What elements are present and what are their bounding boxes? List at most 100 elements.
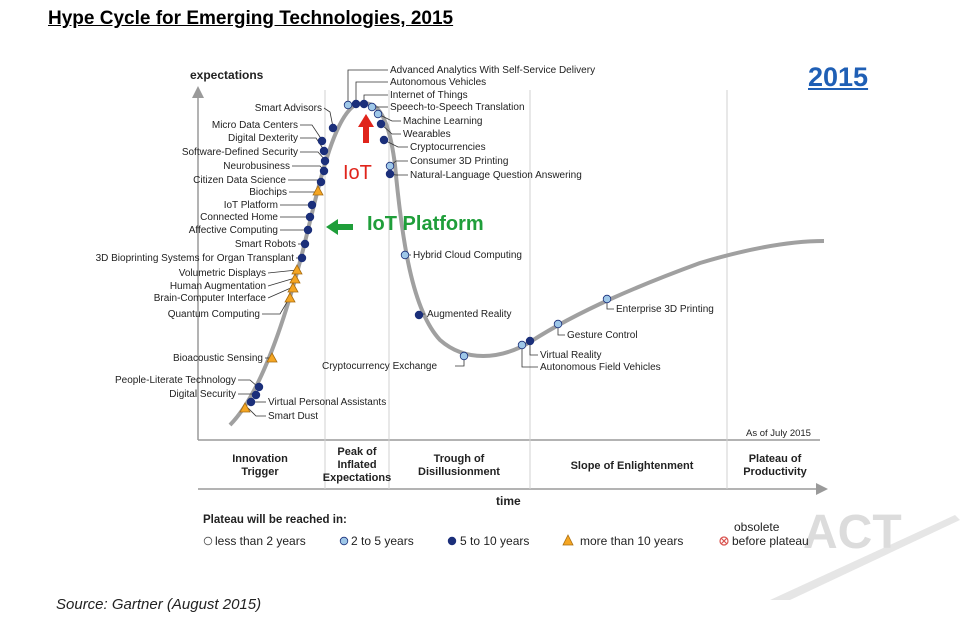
legend-marker-light: [339, 536, 349, 546]
legend-marker-triangle: [562, 534, 574, 546]
marker-point: [307, 200, 317, 210]
marker-point: [373, 109, 383, 119]
tech-label: Autonomous Vehicles: [390, 77, 486, 88]
x-axis-arrow-icon: [816, 483, 828, 495]
marker-point: [239, 402, 251, 413]
tech-label: Hybrid Cloud Computing: [413, 250, 522, 261]
marker-point: [359, 99, 369, 109]
marker-point: [319, 166, 329, 176]
leader-line: [238, 379, 259, 388]
tech-label: Smart Dust: [268, 411, 318, 422]
marker-point: [376, 119, 386, 129]
watermark-swoosh: [770, 515, 960, 600]
tech-label: 3D Bioprinting Systems for Organ Transpl…: [96, 253, 295, 264]
tech-label: Digital Dexterity: [228, 133, 298, 144]
source-note: Source: Gartner (August 2015): [56, 596, 262, 613]
tech-label: Software-Defined Security: [182, 147, 298, 158]
phase-peak: Peak of Inflated Expectations: [323, 446, 391, 484]
iot-annotation: IoT: [343, 114, 374, 184]
iot-arrow-shaft: [363, 125, 369, 143]
tech-labels-left: Smart Advisors Micro Data Centers Digita…: [96, 103, 322, 400]
tech-label: IoT Platform: [224, 200, 278, 211]
marker-point: [312, 185, 324, 196]
leader-line: [300, 151, 326, 161]
leader-line: [377, 113, 401, 122]
as-of-label: As of July 2015: [746, 428, 811, 439]
leader-line: [267, 269, 298, 274]
axes: expectations time As of July 2015: [190, 68, 828, 508]
iot-label: IoT: [343, 162, 372, 184]
marker-point: [291, 264, 303, 275]
tech-label: Smart Advisors: [255, 103, 322, 114]
legend-item-label: more than 10 years: [580, 534, 683, 548]
tech-label: Natural-Language Question Answering: [410, 170, 582, 181]
leader-line: [300, 137, 325, 151]
legend-item-label: 2 to 5 years: [351, 534, 414, 548]
leader-line: [529, 341, 538, 356]
marker-point: [289, 273, 301, 284]
phase-slope: Slope of Enlightenment: [571, 460, 694, 472]
x-axis-label: time: [496, 494, 521, 508]
y-axis-label: expectations: [190, 68, 264, 82]
tech-label: Affective Computing: [189, 225, 278, 236]
marker-point: [305, 212, 315, 222]
marker-point: [414, 310, 424, 320]
leader-line: [267, 277, 296, 287]
tech-label: Biochips: [249, 187, 287, 198]
page-title: Hype Cycle for Emerging Technologies, 20…: [48, 8, 454, 29]
legend-marker-dark: [447, 536, 457, 546]
marker-point: [351, 99, 361, 109]
tech-label: Brain-Computer Interface: [154, 293, 267, 304]
marker-point: [320, 156, 330, 166]
leader-line: [380, 123, 401, 135]
marker-point: [254, 382, 264, 392]
iot-platform-annotation: IoT Platform: [326, 213, 484, 235]
marker-point: [459, 351, 469, 361]
marker-point: [602, 294, 612, 304]
marker-point: [517, 340, 527, 350]
tech-label: Connected Home: [200, 212, 278, 223]
tech-label: Bioacoustic Sensing: [173, 353, 263, 364]
tech-label: Wearables: [403, 129, 451, 140]
marker-point: [300, 239, 310, 249]
tech-label: Volumetric Displays: [179, 268, 266, 279]
marker-point: [303, 225, 313, 235]
markers: [239, 99, 612, 413]
tech-label: Gesture Control: [567, 330, 638, 341]
marker-point: [343, 100, 353, 110]
legend-title: Plateau will be reached in:: [203, 514, 347, 526]
platform-arrow-shaft: [337, 224, 353, 230]
marker-point: [284, 292, 296, 303]
tech-label: Autonomous Field Vehicles: [540, 362, 661, 373]
tech-label: Citizen Data Science: [193, 175, 286, 186]
legend-item-label: 5 to 10 years: [460, 534, 529, 548]
y-axis-arrow-icon: [192, 86, 204, 98]
leader-line: [292, 165, 325, 171]
year-label: 2015: [808, 62, 869, 92]
iot-arrow-icon: [358, 114, 374, 127]
phase-labels: Innovation Trigger Peak of Inflated Expecta…: [232, 446, 807, 484]
marker-point: [525, 336, 535, 346]
marker-point: [266, 352, 278, 363]
phase-plateau: Plateau of Productivity: [743, 453, 807, 478]
leader-line: [355, 81, 388, 104]
phase-innovation-trigger: Innovation Trigger: [232, 453, 288, 478]
tech-label: Digital Security: [169, 389, 236, 400]
watermark-text: ACT: [803, 506, 902, 559]
leader-line: [247, 407, 266, 417]
marker-point: [317, 136, 327, 146]
marker-point: [319, 146, 329, 156]
tech-label: Augmented Reality: [427, 309, 512, 320]
legend-marker-white: [203, 536, 213, 546]
leader-line: [557, 325, 565, 336]
tech-label: Advanced Analytics With Self-Service Del…: [390, 65, 595, 76]
tech-label: Quantum Computing: [168, 309, 260, 320]
leader-line: [267, 286, 294, 299]
marker-point: [297, 253, 307, 263]
leader-line: [383, 139, 408, 148]
tech-label: Smart Robots: [235, 239, 296, 250]
leader-line: [300, 124, 323, 141]
marker-point: [251, 390, 261, 400]
marker-point: [385, 161, 395, 171]
